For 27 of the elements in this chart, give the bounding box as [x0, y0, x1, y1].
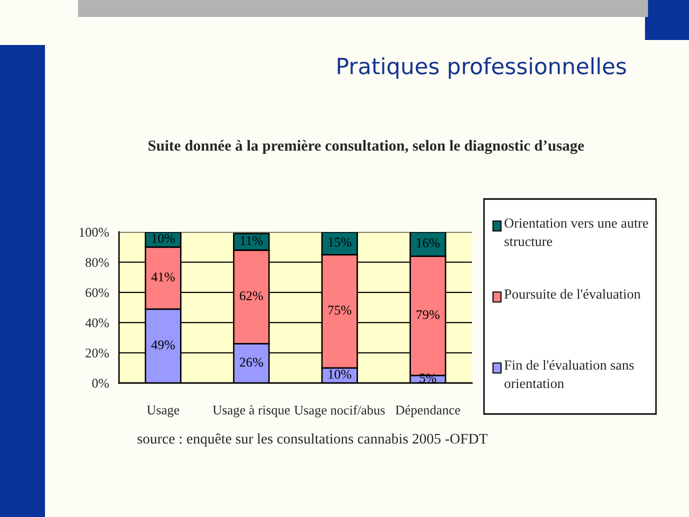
x-tick-label: Usage nocif/abus	[294, 405, 385, 418]
y-tick-label: 0%	[92, 378, 109, 388]
y-tick-label: 60%	[86, 288, 109, 298]
x-tick-label: Dépendance	[396, 405, 460, 418]
data-label: 75%	[328, 306, 352, 315]
data-label: 16%	[416, 238, 440, 248]
y-tick-label: 100%	[80, 228, 109, 237]
source-note: source : enquête sur les consultations cannabis 2005 -OFDT	[138, 433, 488, 447]
data-label: 10%	[328, 370, 352, 379]
y-tick-label: 40%	[85, 318, 109, 328]
y-tick-label: 80%	[86, 258, 109, 267]
data-label: 26%	[240, 358, 264, 367]
chart-title: Pratiques professionnelles	[338, 57, 626, 79]
data-label: 41%	[151, 272, 175, 282]
data-label: 62%	[240, 291, 264, 300]
legend-label: Fin de l'évaluation sans orientation	[504, 360, 634, 388]
data-label: 10%	[152, 234, 175, 243]
x-tick-label: Usage à risque	[212, 405, 290, 418]
legend-label: Orientation vers une autre structure	[504, 218, 648, 246]
chart-subtitle: Suite donnée à la première consultation, selon le diagnostic d’usage	[148, 140, 584, 154]
data-label: 79%	[416, 310, 440, 320]
y-tick-label: 20%	[86, 348, 109, 358]
data-label: 15%	[328, 238, 352, 247]
data-label: 49%	[151, 340, 175, 350]
data-label: 11%	[240, 236, 263, 246]
legend-label: Poursuite de l'évaluation	[504, 288, 641, 299]
x-tick-label: Usage	[146, 406, 180, 418]
